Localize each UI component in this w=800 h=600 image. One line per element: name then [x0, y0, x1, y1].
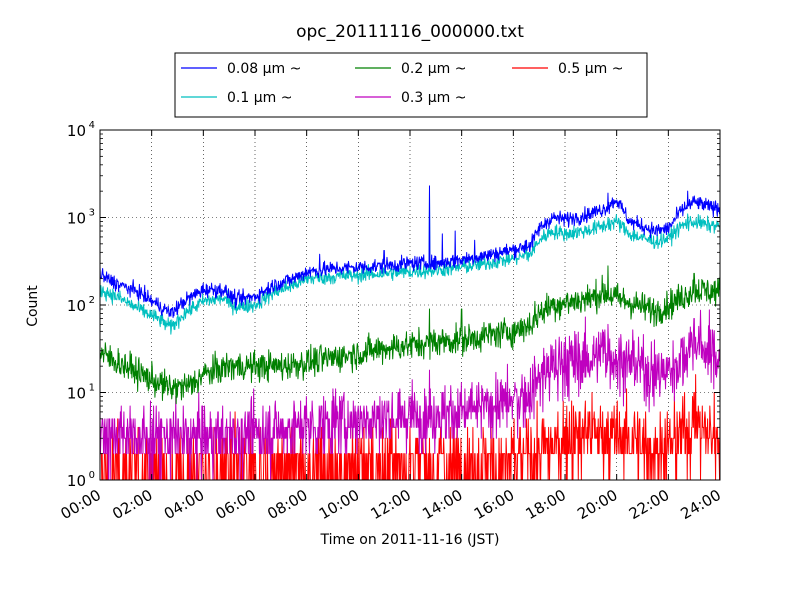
x-tick-label: 02:00: [109, 486, 155, 523]
legend-item-0: 0.08 μm ~: [181, 61, 301, 77]
legend-item-3: 0.3 μm ~: [355, 90, 466, 106]
x-tick-label: 24:00: [678, 486, 724, 523]
y-tick-label: 10 3: [67, 208, 95, 228]
y-tick-exponent: 2: [89, 295, 95, 306]
series-line-1: [99, 190, 721, 335]
x-axis-label: Time on 2011-11-16 (JST): [320, 532, 500, 548]
chart-title: opc_20111116_000000.txt: [296, 22, 524, 42]
y-tick-exponent: 1: [89, 383, 95, 394]
series-line-3: [99, 309, 721, 481]
x-tick-label: 22:00: [626, 486, 672, 523]
y-tick-label: 10 2: [67, 295, 95, 315]
y-tick-exponent: 3: [89, 208, 95, 219]
legend-label: 0.2 μm ~: [401, 61, 466, 77]
legend-label: 0.1 μm ~: [227, 90, 292, 106]
legend-label: 0.3 μm ~: [401, 90, 466, 106]
legend-item-4: 0.5 μm ~: [512, 61, 623, 77]
x-tick-label: 16:00: [471, 486, 517, 523]
legend-item-1: 0.1 μm ~: [181, 90, 292, 106]
y-tick-label: 10 1: [67, 383, 95, 403]
legend-item-2: 0.2 μm ~: [355, 61, 466, 77]
x-tick-label: 06:00: [213, 486, 259, 523]
x-tick-label: 18:00: [523, 486, 569, 523]
y-tick-exponent: 0: [89, 470, 95, 481]
y-axis-label: Count: [25, 285, 41, 327]
series-layer: [99, 185, 721, 481]
y-tick-label: 10 4: [67, 120, 95, 140]
y-tick-base: 10: [67, 210, 86, 228]
series-line-0: [99, 185, 721, 318]
y-tick-base: 10: [67, 385, 86, 403]
legend: 0.08 μm ~ 0.1 μm ~ 0.2 μm ~ 0.3 μm ~ 0.5 μm …: [174, 52, 648, 118]
series-line-2: [99, 265, 721, 405]
y-tick-label: 10 0: [67, 470, 95, 490]
x-tick-label: 14:00: [419, 486, 465, 523]
y-tick-base: 10: [67, 297, 86, 315]
x-tick-label: 04:00: [161, 486, 207, 523]
x-tick-label: 08:00: [264, 486, 310, 523]
y-tick-base: 10: [67, 472, 86, 490]
y-tick-base: 10: [67, 122, 86, 140]
x-tick-label: 12:00: [368, 486, 414, 523]
legend-box: [174, 52, 648, 118]
y-tick-exponent: 4: [89, 120, 95, 131]
x-tick-label: 10:00: [316, 486, 362, 523]
legend-label: 0.5 μm ~: [558, 61, 623, 77]
legend-label: 0.08 μm ~: [227, 61, 301, 77]
x-tick-label: 20:00: [574, 486, 620, 523]
x-tick-label: 00:00: [58, 486, 104, 523]
